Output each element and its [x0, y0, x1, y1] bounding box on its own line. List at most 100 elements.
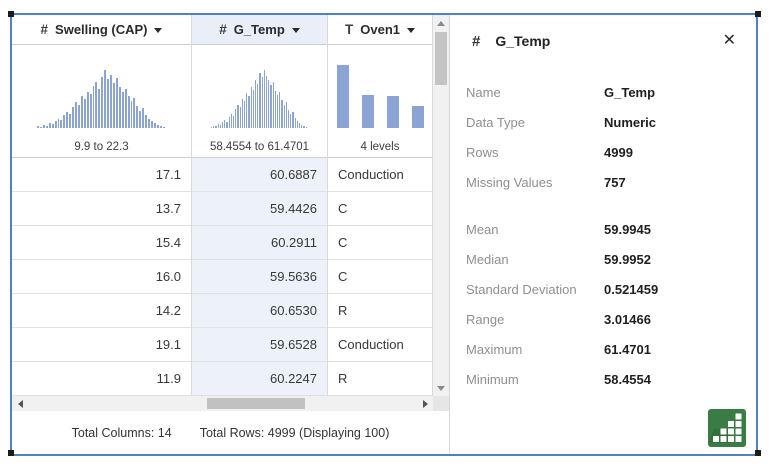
table-cell[interactable]: 59.4426: [192, 192, 327, 226]
table-cell[interactable]: 16.0: [12, 260, 191, 294]
stat-row-minimum: Minimum 58.4554: [466, 364, 756, 394]
table-cell[interactable]: R: [328, 294, 432, 328]
histogram-bar: [66, 112, 69, 128]
scroll-down-button[interactable]: [433, 380, 449, 396]
stat-value: 0.521459: [604, 281, 659, 297]
histogram-bar: [250, 87, 252, 128]
scroll-right-button[interactable]: [417, 396, 433, 411]
histogram-bar: [386, 96, 399, 128]
histogram-swelling-cap[interactable]: [12, 45, 191, 137]
stat-value: 59.9945: [604, 221, 651, 237]
histogram-bar: [51, 124, 54, 128]
stat-row-name: Name G_Temp: [466, 77, 756, 107]
histogram-bar: [210, 127, 213, 128]
table-cell[interactable]: Conduction: [328, 328, 432, 362]
table-cell[interactable]: 14.2: [12, 294, 191, 328]
histogram-bar: [162, 127, 165, 128]
histogram-bar: [89, 94, 92, 128]
resize-handle-top-right[interactable]: [755, 11, 761, 17]
resize-handle-bottom-right[interactable]: [755, 450, 761, 456]
table-cell[interactable]: 13.7: [12, 192, 191, 226]
stat-label: Mean: [466, 221, 499, 237]
table-cell[interactable]: C: [328, 260, 432, 294]
chevron-down-icon[interactable]: [291, 28, 300, 33]
scroll-up-button[interactable]: [433, 15, 449, 31]
close-icon[interactable]: ✕: [722, 32, 736, 49]
histogram-bar: [75, 102, 77, 128]
column-header-g-temp[interactable]: # G_Temp: [192, 15, 327, 45]
column-range-label: 4 levels: [328, 137, 432, 158]
histogram-bar: [290, 114, 292, 128]
resize-handle-top-left[interactable]: [8, 11, 14, 17]
histogram-g-temp[interactable]: [192, 45, 327, 137]
table-cell[interactable]: 60.6887: [192, 158, 327, 192]
chevron-down-icon[interactable]: [154, 28, 163, 33]
table-cell[interactable]: 60.2911: [192, 226, 327, 260]
histogram-details-icon[interactable]: [708, 409, 746, 447]
histogram-bar: [113, 83, 115, 128]
histogram-bar: [336, 65, 349, 128]
histogram-bar: [257, 84, 259, 128]
table-cell[interactable]: 60.6530: [192, 294, 327, 328]
table-cell[interactable]: 19.1: [12, 328, 191, 362]
table-cell[interactable]: 15.4: [12, 226, 191, 260]
histogram-bar: [299, 123, 301, 128]
arrow-down-icon: [437, 385, 445, 391]
histogram-bar: [98, 89, 101, 128]
table-cell[interactable]: 17.1: [12, 158, 191, 192]
stat-value: 757: [604, 174, 626, 190]
histogram-oven1[interactable]: [328, 45, 432, 137]
histogram-bar: [156, 125, 159, 128]
panel-header: # G_Temp ✕: [450, 15, 756, 51]
histogram-bar: [296, 121, 299, 128]
histogram-bar: [83, 99, 86, 128]
table-cell[interactable]: Conduction: [328, 158, 432, 192]
histogram-bar: [301, 125, 303, 128]
histogram-bar: [153, 123, 156, 128]
table-cell[interactable]: 59.5636: [192, 260, 327, 294]
stat-value: 61.4701: [604, 341, 651, 357]
histogram-bar: [248, 96, 250, 128]
histogram-bar: [127, 96, 130, 128]
column-header-oven1[interactable]: T Oven1: [328, 15, 432, 45]
histogram-bar: [265, 76, 268, 128]
grid-columns: # Swelling (CAP) 9.9 to 22.3 17.1 13.7 15.4 16…: [12, 15, 433, 396]
histogram-bar: [145, 115, 148, 128]
horizontal-scrollbar[interactable]: [12, 396, 449, 411]
column-header-swelling-cap[interactable]: # Swelling (CAP): [12, 15, 191, 45]
stat-value: G_Temp: [604, 84, 656, 100]
column-oven1: T Oven1 4 levels Conduction C C C R Conduction R: [328, 15, 433, 396]
column-label: Oven1: [360, 22, 400, 37]
vertical-scrollbar-thumb[interactable]: [435, 32, 447, 85]
vertical-scrollbar[interactable]: [433, 15, 449, 396]
histogram-bar: [110, 75, 113, 128]
column-details-panel: # G_Temp ✕ Name G_Temp Data Type Numeric Row…: [449, 15, 756, 454]
horizontal-scrollbar-track[interactable]: [28, 396, 417, 411]
histogram-bar: [37, 126, 39, 128]
stat-value: Numeric: [604, 114, 657, 130]
histogram-bar: [142, 108, 145, 128]
histogram-bar: [411, 106, 424, 128]
table-cell[interactable]: C: [328, 192, 432, 226]
histogram-bar: [305, 127, 307, 128]
histogram-bar: [215, 126, 217, 128]
histogram-bar: [276, 95, 279, 128]
table-cell[interactable]: 60.2247: [192, 362, 327, 396]
histogram-bar: [151, 121, 153, 128]
table-cell[interactable]: 59.6528: [192, 328, 327, 362]
histogram-bar: [69, 114, 72, 128]
histogram-bar: [72, 107, 75, 128]
histogram-bar: [219, 125, 221, 128]
chevron-down-icon[interactable]: [407, 28, 415, 33]
histogram-bar: [235, 109, 237, 128]
horizontal-scrollbar-thumb[interactable]: [206, 398, 305, 409]
histogram-bar: [95, 82, 98, 128]
table-cell[interactable]: C: [328, 226, 432, 260]
histogram-bar: [121, 92, 124, 128]
table-cell[interactable]: R: [328, 362, 432, 396]
scroll-left-button[interactable]: [12, 396, 28, 411]
resize-handle-bottom-left[interactable]: [8, 450, 14, 456]
table-cell[interactable]: 11.9: [12, 362, 191, 396]
column-range-label: 58.4554 to 61.4701: [192, 137, 327, 158]
